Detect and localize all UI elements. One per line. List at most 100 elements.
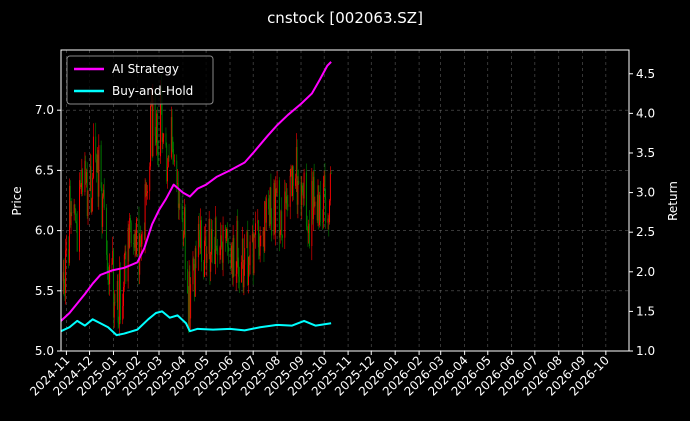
candle-body (200, 220, 202, 249)
candle-body (275, 188, 276, 233)
candle-body (173, 153, 175, 162)
candle-body (194, 264, 195, 297)
candle-body (231, 245, 233, 278)
candle-body (258, 247, 260, 256)
series-line-buyhold (60, 310, 332, 337)
candle-body (146, 192, 148, 196)
candle-body (193, 258, 195, 265)
candle-body (65, 250, 67, 294)
candle-body (184, 207, 185, 235)
candle-body (260, 235, 262, 237)
candle-body (262, 230, 264, 236)
candle-body (274, 182, 276, 233)
y-right-tick-label: 1.5 (636, 304, 655, 318)
y-right-tick-label: 4.0 (636, 106, 655, 120)
candle-body (249, 241, 251, 266)
candle-body (270, 187, 272, 218)
candle-body (162, 137, 164, 142)
candle-body (204, 240, 205, 277)
candle-body (188, 271, 190, 328)
candle-body (140, 243, 142, 247)
candle-body (235, 273, 237, 277)
y-right-tick-label: 2.5 (636, 225, 655, 239)
candle-body (176, 160, 178, 185)
candle-body (81, 169, 83, 185)
candle-body (157, 153, 159, 157)
candle-body (149, 166, 151, 192)
candle-body (307, 229, 309, 233)
candle-body (128, 227, 130, 248)
candle-body (80, 184, 82, 187)
candle-body (318, 185, 320, 225)
candle-body (156, 113, 158, 143)
candle-body (143, 231, 145, 240)
candle-body (179, 203, 181, 205)
candle-body (63, 272, 65, 284)
candle-body (282, 235, 283, 238)
candle-body (87, 190, 89, 216)
candle-body (122, 305, 124, 320)
candle-body (172, 149, 174, 154)
candle-body (246, 231, 248, 249)
candle-body (211, 229, 212, 255)
candle-body (68, 248, 70, 263)
candle-body (98, 145, 100, 197)
candle-body (226, 229, 228, 237)
candle-body (116, 280, 118, 303)
candle-body (319, 195, 320, 225)
candle-body (123, 254, 125, 287)
candle-body (197, 223, 199, 258)
candle-body (145, 184, 147, 196)
candle-body (151, 100, 153, 156)
candle-body (227, 229, 229, 247)
candle-body (85, 160, 87, 183)
candle-body (86, 171, 88, 216)
candle-body (86, 171, 87, 183)
candle-body (295, 178, 297, 186)
candle-body (177, 183, 179, 208)
candle-body (166, 145, 168, 182)
candle-body (95, 136, 97, 160)
candle-body (102, 196, 104, 227)
candle-body (296, 147, 298, 205)
candle-body (329, 200, 331, 223)
candle-body (209, 219, 211, 272)
candle-body (268, 198, 270, 210)
candle-body (90, 166, 92, 213)
candle-body (124, 251, 126, 255)
candle-body (253, 234, 255, 274)
candle-body (214, 217, 216, 264)
candle-body (108, 272, 110, 285)
candle-body (311, 181, 313, 247)
candle-body (189, 271, 191, 319)
candle-body (269, 187, 271, 226)
candle-body (263, 230, 265, 252)
candle-body (323, 175, 325, 184)
candle-body (123, 286, 124, 306)
candle-body (285, 196, 287, 203)
candle-body (127, 227, 129, 282)
candle-body (168, 156, 170, 158)
candle-body (140, 235, 141, 247)
candle-body (161, 102, 163, 142)
candle-body (92, 177, 94, 199)
candle-body (302, 192, 304, 199)
candle-body (225, 236, 227, 239)
candle-body (134, 230, 136, 248)
candle-body (97, 154, 99, 197)
candle-body (62, 272, 64, 281)
candle-body (138, 219, 140, 275)
y-right-tick-label: 3.5 (636, 146, 655, 160)
candle-body (292, 166, 294, 186)
candle-body (102, 189, 104, 197)
candle-body (79, 180, 80, 252)
candle-body (301, 185, 303, 205)
candle-body (286, 196, 288, 205)
candle-body (312, 176, 314, 220)
candle-body (319, 195, 321, 222)
candle-body (187, 269, 189, 294)
candle-body (322, 221, 324, 223)
candle-body (155, 135, 157, 143)
candle-body (325, 198, 327, 223)
candle-body (103, 189, 105, 208)
